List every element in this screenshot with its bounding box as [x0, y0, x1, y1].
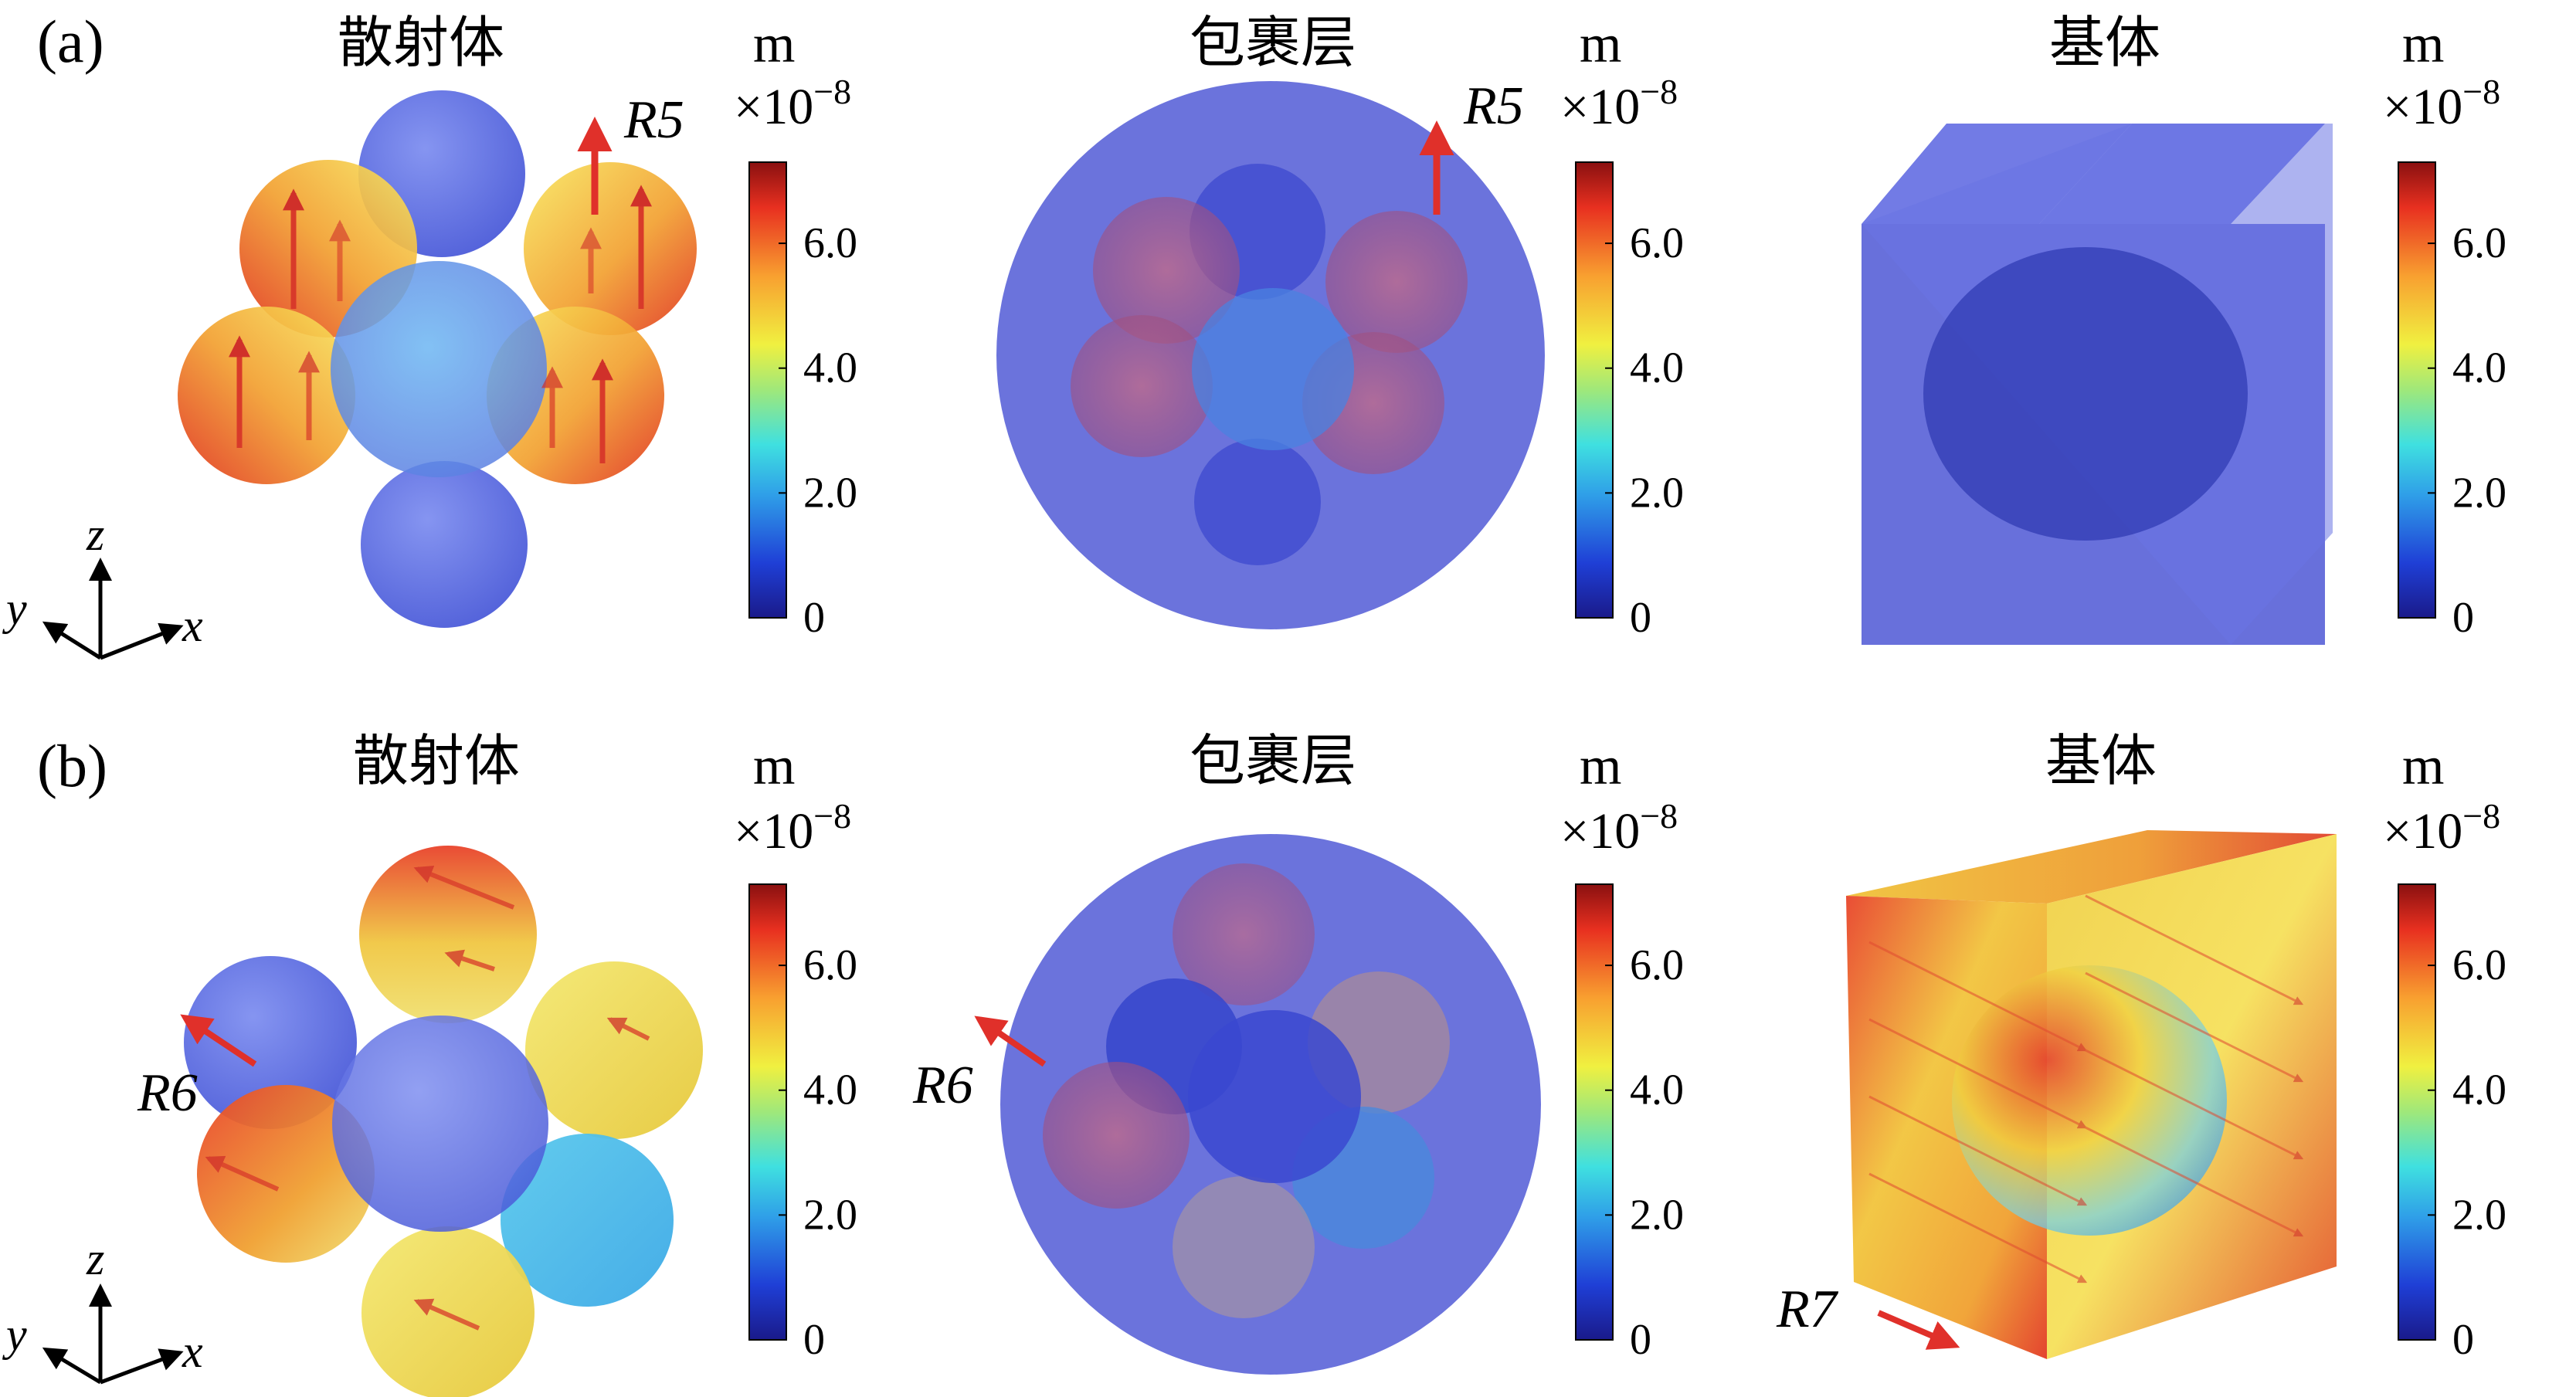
colorbar-exponent: −8 — [1640, 796, 1678, 836]
panel-label-a: (a) — [37, 8, 104, 75]
colorbar-gradient — [2398, 883, 2436, 1341]
colorbar-tick-label: 4.0 — [803, 1066, 857, 1114]
axis-x-b: x — [182, 1326, 203, 1377]
colorbar-tick-label: 6.0 — [1630, 941, 1684, 989]
colorbar-gradient — [1575, 161, 1614, 619]
coating-shell-a — [996, 81, 1545, 629]
colorbar-tick-label: 4.0 — [2452, 344, 2506, 392]
r6-arrow-b2 — [974, 1016, 1047, 1067]
colorbar-exponent: −8 — [2462, 72, 2500, 111]
panel-label-b: (b) — [37, 732, 107, 799]
colorbar-scale: ×10−8 — [734, 796, 851, 860]
axes-triad-b — [42, 1283, 184, 1385]
colorbar-tick-label: 0 — [2452, 594, 2474, 642]
annotation-a2: R5 — [1463, 76, 1524, 136]
colorbar-tick-label: 2.0 — [803, 1191, 857, 1239]
colorbar-scale: ×10−8 — [1560, 72, 1678, 135]
colorbars: m×10−802.04.06.0m×10−802.04.06.0m×10−802… — [734, 15, 2506, 1364]
colorbar-exponent: −8 — [813, 796, 851, 836]
axis-y-b: y — [2, 1309, 27, 1360]
subfigure-title-a3: 基体 — [2049, 10, 2160, 75]
colorbar-tick-label: 6.0 — [2452, 941, 2506, 989]
colorbar-exponent: −8 — [813, 72, 851, 111]
colorbar-scale: ×10−8 — [1560, 796, 1678, 860]
colorbar-exponent: −8 — [1640, 72, 1678, 111]
colorbar-scale: ×10−8 — [2383, 72, 2500, 135]
colorbar-scale: ×10−8 — [2383, 796, 2500, 860]
colorbar-b3: m×10−8 0 2.0 4.0 6.0 — [2383, 737, 2506, 1364]
annotation-a1: R5 — [623, 90, 684, 150]
colorbar-tick-label: 6.0 — [1630, 219, 1684, 267]
scatterer-cluster-b — [184, 846, 703, 1397]
colorbar-unit: m — [1580, 737, 1621, 796]
colorbar-b1: m×10−8 0 2.0 4.0 6.0 — [734, 737, 857, 1364]
colorbar-gradient — [2398, 161, 2436, 619]
matrix-cube-b — [1846, 830, 2337, 1359]
coating-shell-b — [1000, 834, 1541, 1375]
colorbar-tick-label: 2.0 — [803, 469, 857, 517]
colorbar-unit: m — [753, 15, 795, 74]
colorbar-gradient — [1575, 883, 1614, 1341]
colorbar-tick-label: 2.0 — [1630, 469, 1684, 517]
colorbar-tick-label: 2.0 — [1630, 1191, 1684, 1239]
annotation-b3: R7 — [1776, 1280, 1839, 1339]
colorbar-tick-label: 0 — [803, 594, 825, 642]
colorbar-tick-label: 2.0 — [2452, 1191, 2506, 1239]
colorbar-a2: m×10−8 0 2.0 4.0 6.0 — [1560, 15, 1684, 642]
colorbar-tick-label: 4.0 — [1630, 1066, 1684, 1114]
r6-arrow-b1 — [180, 1014, 257, 1067]
colorbar-tick-label: 0 — [1630, 594, 1651, 642]
colorbar-tick-label: 2.0 — [2452, 469, 2506, 517]
colorbar-tick-label: 6.0 — [803, 941, 857, 989]
colorbar-b2: m×10−8 0 2.0 4.0 6.0 — [1560, 737, 1684, 1364]
colorbar-gradient — [748, 883, 787, 1341]
subfigure-title-b1: 散射体 — [353, 728, 520, 793]
r7-arrow-b3 — [1877, 1310, 1960, 1350]
subfigure-title-b3: 基体 — [2045, 728, 2157, 793]
colorbar-a1: m×10−8 0 2.0 4.0 6.0 — [734, 15, 857, 642]
colorbar-exponent: −8 — [2462, 796, 2500, 836]
colorbar-tick-label: 6.0 — [2452, 219, 2506, 267]
colorbar-unit: m — [2402, 737, 2444, 796]
colorbar-tick-label: 0 — [2452, 1316, 2474, 1364]
axes-triad-a — [42, 558, 184, 660]
subfigure-title-a2: 包裹层 — [1190, 10, 1356, 75]
axis-z-b: z — [86, 1233, 104, 1284]
axis-z-a: z — [86, 509, 104, 560]
matrix-cube-a — [1862, 124, 2333, 645]
colorbar-tick-label: 0 — [1630, 1316, 1651, 1364]
subfigure-title-b2: 包裹层 — [1190, 728, 1356, 793]
scatterer-cluster-a — [178, 90, 697, 628]
colorbar-scale: ×10−8 — [734, 72, 851, 135]
axis-y-a: y — [2, 583, 27, 634]
annotation-b2: R6 — [912, 1056, 973, 1115]
colorbar-unit: m — [2402, 15, 2444, 74]
annotation-b1: R6 — [137, 1063, 198, 1123]
colorbar-a3: m×10−8 0 2.0 4.0 6.0 — [2383, 15, 2506, 642]
colorbar-gradient — [748, 161, 787, 619]
colorbar-tick-label: 4.0 — [803, 344, 857, 392]
colorbar-tick-label: 4.0 — [2452, 1066, 2506, 1114]
axis-x-a: x — [182, 600, 203, 651]
colorbar-tick-label: 0 — [803, 1316, 825, 1364]
colorbar-unit: m — [1580, 15, 1621, 74]
colorbar-tick-label: 4.0 — [1630, 344, 1684, 392]
subfigure-title-a1: 散射体 — [338, 10, 504, 75]
colorbar-unit: m — [753, 737, 795, 796]
colorbar-tick-label: 6.0 — [803, 219, 857, 267]
